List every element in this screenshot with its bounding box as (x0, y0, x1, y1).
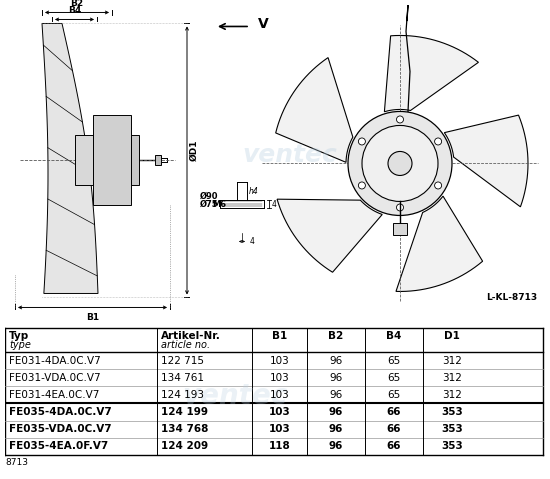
Text: 96: 96 (329, 407, 343, 417)
Text: 65: 65 (387, 373, 400, 383)
Circle shape (397, 116, 404, 123)
Text: 96: 96 (329, 356, 343, 366)
Text: D1: D1 (444, 331, 460, 342)
Text: 96: 96 (329, 373, 343, 383)
Text: 8713: 8713 (5, 457, 28, 467)
Bar (131, 136, 139, 185)
Text: M6: M6 (212, 200, 226, 209)
Text: 103: 103 (270, 390, 289, 400)
Text: ventec: ventec (182, 382, 288, 411)
Polygon shape (277, 199, 382, 272)
Text: B4: B4 (68, 6, 81, 15)
Text: B2: B2 (70, 0, 84, 9)
Text: L-KL-8713: L-KL-8713 (486, 293, 537, 302)
Text: Artikel-Nr.: Artikel-Nr. (161, 331, 221, 342)
Text: V: V (258, 17, 269, 32)
Text: 124 209: 124 209 (161, 441, 208, 451)
Polygon shape (396, 196, 482, 291)
Circle shape (348, 112, 452, 216)
Text: Ø90: Ø90 (200, 192, 218, 201)
Text: 65: 65 (387, 390, 400, 400)
Text: 66: 66 (387, 407, 402, 417)
Bar (93, 115, 131, 205)
Text: Typ: Typ (9, 331, 29, 342)
Text: 103: 103 (268, 424, 290, 434)
Text: ØD1: ØD1 (190, 140, 199, 161)
Text: 353: 353 (441, 407, 463, 417)
Text: h4: h4 (249, 187, 258, 196)
Text: 96: 96 (329, 441, 343, 451)
Text: 66: 66 (387, 441, 402, 451)
Text: ventec: ventec (243, 144, 338, 168)
Text: 103: 103 (268, 407, 290, 417)
Circle shape (359, 182, 365, 189)
Text: 124 193: 124 193 (161, 390, 204, 400)
Text: 4: 4 (250, 237, 255, 246)
Polygon shape (42, 23, 98, 294)
Text: B2: B2 (328, 331, 344, 342)
Text: FE035-4DA.0C.V7: FE035-4DA.0C.V7 (9, 407, 112, 417)
Text: 312: 312 (442, 390, 462, 400)
Bar (75, 136, 93, 185)
Text: FE031-VDA.0C.V7: FE031-VDA.0C.V7 (9, 373, 101, 383)
Text: 66: 66 (387, 424, 402, 434)
Circle shape (362, 125, 438, 202)
Bar (393, 224, 407, 236)
Circle shape (388, 151, 412, 175)
Polygon shape (384, 35, 478, 112)
Text: B1: B1 (272, 331, 287, 342)
Bar (155, 156, 161, 165)
Text: 134 768: 134 768 (161, 424, 208, 434)
Text: 353: 353 (441, 424, 463, 434)
Text: FE031-4EA.0C.V7: FE031-4EA.0C.V7 (9, 390, 100, 400)
Text: 65: 65 (387, 356, 400, 366)
Text: B1: B1 (86, 313, 99, 322)
Text: 312: 312 (442, 356, 462, 366)
Text: FE035-4EA.0F.V7: FE035-4EA.0F.V7 (9, 441, 108, 451)
Circle shape (434, 182, 442, 189)
Text: FE031-4DA.0C.V7: FE031-4DA.0C.V7 (9, 356, 101, 366)
Text: article no.: article no. (161, 341, 210, 350)
Text: 118: 118 (268, 441, 290, 451)
Text: 124 199: 124 199 (161, 407, 208, 417)
Text: 312: 312 (442, 373, 462, 383)
Polygon shape (276, 57, 353, 162)
Circle shape (359, 138, 365, 145)
Text: 103: 103 (270, 373, 289, 383)
Circle shape (397, 204, 404, 211)
Text: 353: 353 (441, 441, 463, 451)
Polygon shape (444, 115, 528, 207)
Text: 134 761: 134 761 (161, 373, 204, 383)
Text: 103: 103 (270, 356, 289, 366)
Text: 96: 96 (329, 424, 343, 434)
Text: FE035-VDA.0C.V7: FE035-VDA.0C.V7 (9, 424, 112, 434)
Text: 4: 4 (272, 200, 277, 209)
Text: 122 715: 122 715 (161, 356, 204, 366)
Circle shape (434, 138, 442, 145)
Text: 96: 96 (329, 390, 343, 400)
Text: B4: B4 (386, 331, 402, 342)
Text: Ø75: Ø75 (199, 200, 218, 209)
Text: type: type (9, 341, 31, 350)
